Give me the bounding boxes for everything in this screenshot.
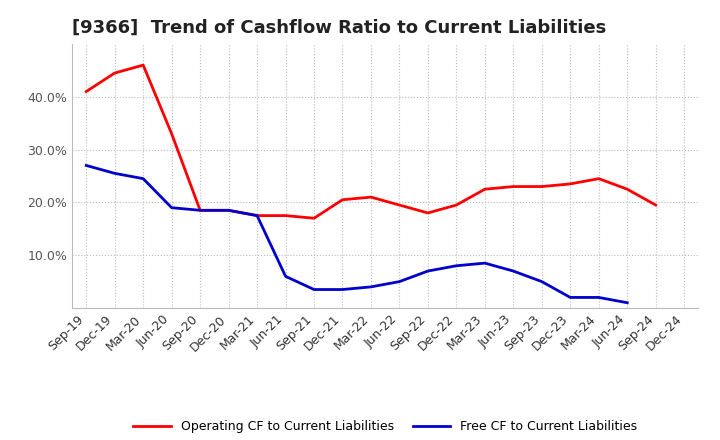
Operating CF to Current Liabilities (225, 208, 233, 213)
Free CF to Current Liabilities (366, 284, 375, 290)
Free CF to Current Liabilities (509, 268, 518, 274)
Operating CF to Current Liabilities (566, 181, 575, 187)
Operating CF to Current Liabilities (452, 202, 461, 208)
Operating CF to Current Liabilities (537, 184, 546, 189)
Free CF to Current Liabilities (225, 208, 233, 213)
Operating CF to Current Liabilities (595, 176, 603, 181)
Free CF to Current Liabilities (282, 274, 290, 279)
Operating CF to Current Liabilities (423, 210, 432, 216)
Free CF to Current Liabilities (167, 205, 176, 210)
Operating CF to Current Liabilities (82, 89, 91, 94)
Free CF to Current Liabilities (480, 260, 489, 266)
Operating CF to Current Liabilities (310, 216, 318, 221)
Free CF to Current Liabilities (452, 263, 461, 268)
Free CF to Current Liabilities (196, 208, 204, 213)
Operating CF to Current Liabilities (253, 213, 261, 218)
Operating CF to Current Liabilities (480, 187, 489, 192)
Operating CF to Current Liabilities (395, 202, 404, 208)
Operating CF to Current Liabilities (338, 197, 347, 202)
Text: [9366]  Trend of Cashflow Ratio to Current Liabilities: [9366] Trend of Cashflow Ratio to Curren… (72, 19, 606, 37)
Legend: Operating CF to Current Liabilities, Free CF to Current Liabilities: Operating CF to Current Liabilities, Fre… (128, 414, 642, 437)
Free CF to Current Liabilities (537, 279, 546, 284)
Free CF to Current Liabilities (423, 268, 432, 274)
Operating CF to Current Liabilities (509, 184, 518, 189)
Operating CF to Current Liabilities (110, 70, 119, 76)
Free CF to Current Liabilities (310, 287, 318, 292)
Operating CF to Current Liabilities (167, 131, 176, 136)
Line: Free CF to Current Liabilities: Free CF to Current Liabilities (86, 165, 627, 303)
Line: Operating CF to Current Liabilities: Operating CF to Current Liabilities (86, 65, 656, 218)
Operating CF to Current Liabilities (366, 194, 375, 200)
Free CF to Current Liabilities (395, 279, 404, 284)
Operating CF to Current Liabilities (139, 62, 148, 68)
Free CF to Current Liabilities (595, 295, 603, 300)
Free CF to Current Liabilities (110, 171, 119, 176)
Operating CF to Current Liabilities (652, 202, 660, 208)
Free CF to Current Liabilities (82, 163, 91, 168)
Operating CF to Current Liabilities (196, 208, 204, 213)
Free CF to Current Liabilities (338, 287, 347, 292)
Free CF to Current Liabilities (623, 300, 631, 305)
Free CF to Current Liabilities (566, 295, 575, 300)
Free CF to Current Liabilities (253, 213, 261, 218)
Operating CF to Current Liabilities (282, 213, 290, 218)
Free CF to Current Liabilities (139, 176, 148, 181)
Operating CF to Current Liabilities (623, 187, 631, 192)
